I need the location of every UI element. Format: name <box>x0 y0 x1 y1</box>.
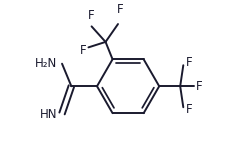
Text: F: F <box>88 9 95 23</box>
Text: H₂N: H₂N <box>35 57 57 70</box>
Text: HN: HN <box>40 108 57 121</box>
Text: F: F <box>80 44 87 57</box>
Text: F: F <box>186 103 192 116</box>
Text: F: F <box>196 80 202 93</box>
Text: F: F <box>116 3 123 16</box>
Text: F: F <box>186 56 192 69</box>
